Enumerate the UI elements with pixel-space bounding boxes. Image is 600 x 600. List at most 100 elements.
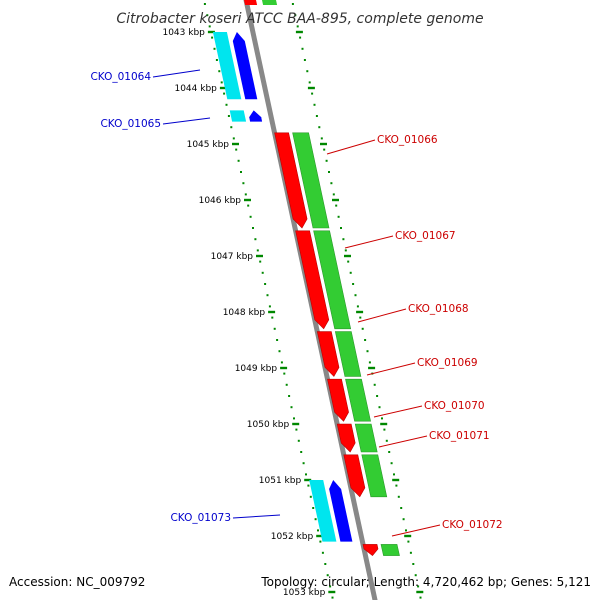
minor-tick-right	[306, 70, 309, 73]
major-tick-left	[232, 142, 239, 146]
minor-tick-right	[344, 249, 347, 252]
minor-tick-left	[235, 148, 238, 151]
minor-tick-left	[230, 126, 233, 129]
gene-bar-CKO_01069[interactable]	[345, 378, 371, 422]
major-tick-right	[392, 478, 400, 482]
gene-label-CKO_01069[interactable]: CKO_01069	[417, 357, 478, 369]
minor-tick-right	[383, 428, 386, 431]
cds-arrow-CKO_01065[interactable]	[249, 110, 263, 122]
minor-tick-left	[273, 327, 276, 330]
leader-line-CKO_01064	[152, 69, 201, 78]
cds-arrow-CKO_01073[interactable]	[329, 480, 353, 542]
gene-bar-CKO_01065[interactable]	[229, 110, 247, 122]
accession-text: Accession: NC_009792	[9, 575, 145, 589]
gene-bar-CKO_01067[interactable]	[313, 230, 352, 330]
major-tick-left	[268, 310, 276, 314]
minor-tick-left	[319, 540, 322, 543]
gene-bar-CKO_01071[interactable]	[361, 454, 388, 498]
minor-tick-right	[361, 327, 364, 330]
minor-tick-right	[381, 417, 383, 420]
major-tick-left	[207, 30, 215, 34]
major-tick-right	[356, 310, 364, 314]
minor-tick-right	[390, 462, 393, 465]
major-tick-right	[307, 86, 315, 90]
minor-tick-left	[285, 383, 288, 386]
minor-tick-right	[388, 451, 391, 453]
minor-tick-right	[417, 585, 420, 588]
gene-bar-CKO_01068[interactable]	[334, 331, 362, 377]
cds-arrow-CKO_01071[interactable]	[343, 454, 366, 498]
gene-bar-CKO_01070[interactable]	[354, 423, 378, 453]
feature-tracks	[212, 0, 400, 557]
minor-tick-right	[409, 551, 412, 554]
minor-tick-right	[405, 529, 407, 532]
minor-tick-right	[332, 193, 335, 196]
minor-tick-left	[297, 439, 300, 442]
cds-arrow-CKO_01069[interactable]	[327, 378, 349, 422]
major-tick-left	[328, 590, 336, 594]
minor-tick-left	[264, 283, 267, 285]
minor-tick-left	[242, 182, 245, 185]
major-tick-left	[219, 86, 227, 90]
cds-arrow-CKO_01064[interactable]	[232, 32, 258, 100]
minor-tick-left	[213, 47, 216, 50]
gene-bar-CKO_01066[interactable]	[292, 132, 330, 229]
cds-arrow-CKO_01070[interactable]	[336, 423, 356, 453]
minor-tick-left	[295, 428, 298, 431]
kbp-tick-label: 1049 kbp	[235, 364, 278, 374]
minor-tick-left	[271, 316, 274, 319]
leader-line-CKO_01072	[391, 524, 441, 537]
cds-arrow-CKO_01066[interactable]	[274, 132, 308, 229]
minor-tick-right	[299, 36, 302, 39]
minor-tick-right	[294, 14, 297, 17]
minor-tick-left	[307, 484, 310, 487]
leader-line-CKO_01068	[357, 308, 407, 323]
gene-label-CKO_01068[interactable]: CKO_01068	[408, 303, 469, 315]
kbp-tick-label: 1052 kbp	[271, 532, 314, 542]
major-tick-left	[280, 366, 288, 370]
leader-line-CKO_01067	[344, 235, 394, 249]
gene-label-CKO_01072[interactable]: CKO_01072	[442, 519, 503, 531]
minor-tick-left	[252, 227, 254, 229]
minor-tick-right	[340, 227, 342, 229]
major-ticks: 1043 kbp 1044 kbp 1045 kbp 1046 kbp 1047 kbp…	[162, 28, 424, 598]
major-tick-right	[404, 534, 412, 538]
kbp-tick-label: 1046 kbp	[199, 196, 242, 206]
cds-arrow-CKO_01072[interactable]	[362, 544, 379, 557]
minor-tick-left	[261, 271, 264, 274]
minor-tick-right	[366, 350, 369, 353]
minor-tick-right	[315, 115, 318, 117]
gene-bar-CKO_01072[interactable]	[380, 544, 400, 556]
gene-bar-CKO_01073[interactable]	[309, 480, 337, 542]
minor-tick-left	[227, 115, 230, 117]
gene-label-CKO_01064[interactable]: CKO_01064	[90, 71, 151, 83]
minor-tick-right	[323, 148, 326, 151]
minor-tick-left	[211, 36, 214, 39]
minor-tick-left	[268, 305, 271, 308]
gene-bar-CKO_01064[interactable]	[212, 32, 242, 100]
minor-tick-right	[301, 47, 304, 50]
major-tick-left	[292, 422, 300, 426]
minor-tick-right	[385, 439, 388, 442]
minor-tick-right	[291, 3, 294, 5]
minor-tick-right	[352, 283, 355, 285]
gene-label-CKO_01066[interactable]: CKO_01066	[377, 134, 438, 146]
minor-tick-left	[237, 159, 240, 162]
gene-label-CKO_01073[interactable]: CKO_01073	[170, 512, 231, 524]
gene-label-CKO_01071[interactable]: CKO_01071	[429, 430, 490, 442]
gene-label-CKO_01067[interactable]: CKO_01067	[395, 230, 456, 242]
cds-arrow-CKO_01067[interactable]	[295, 230, 330, 330]
kbp-tick-label: 1053 kbp	[283, 588, 326, 598]
cds-arrow-CKO_01068[interactable]	[316, 331, 340, 377]
minor-tick-left	[254, 238, 257, 241]
kbp-tick-label: 1050 kbp	[247, 420, 290, 430]
major-tick-right	[380, 422, 388, 426]
gene-label-CKO_01065[interactable]: CKO_01065	[100, 118, 161, 130]
minor-tick-left	[247, 204, 250, 207]
gene-label-CKO_01070[interactable]: CKO_01070	[424, 400, 485, 412]
minor-tick-right	[378, 406, 381, 409]
major-tick-right	[344, 254, 351, 258]
kbp-tick-label: 1044 kbp	[174, 84, 217, 94]
minor-tick-right	[303, 59, 306, 61]
